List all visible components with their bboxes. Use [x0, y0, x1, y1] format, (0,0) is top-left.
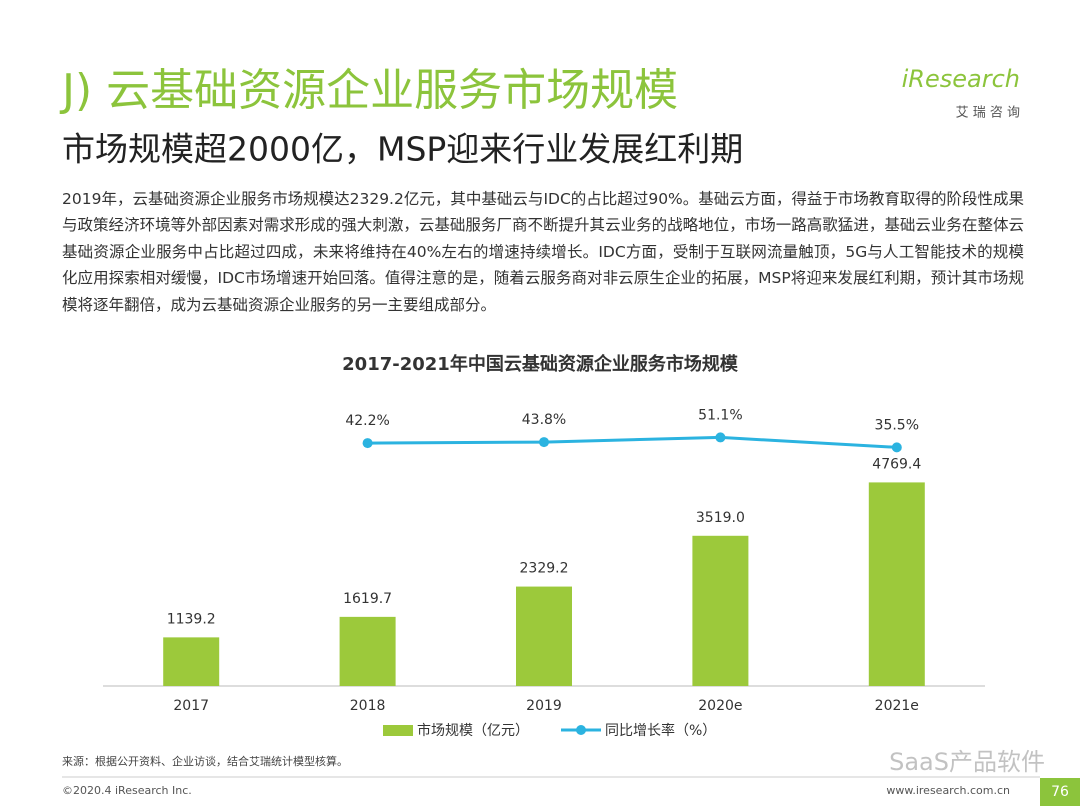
data-label: 51.1% — [698, 407, 742, 423]
chart-title: 2017-2021年中国云基础资源企业服务市场规模 — [342, 353, 739, 375]
bar — [692, 535, 749, 686]
data-label: 35.5% — [875, 417, 919, 433]
page-number: 76 — [1051, 784, 1069, 800]
body-text: 2019年，云基础资源企业服务市场规模达2329.2亿元，其中基础云与IDC的占… — [62, 190, 1024, 314]
data-label: 43.8% — [522, 412, 566, 428]
point — [362, 438, 373, 449]
bar — [163, 637, 220, 686]
data-label: 42.2% — [345, 413, 389, 429]
legend-swatch — [383, 725, 413, 736]
copyright: ©2020.4 iResearch Inc. — [62, 784, 192, 797]
data-label: 3519.0 — [696, 510, 745, 526]
logo-sub: 艾 瑞 咨 询 — [956, 106, 1020, 121]
bar — [339, 616, 396, 686]
data-label: 1619.7 — [343, 591, 392, 607]
point — [715, 432, 726, 443]
watermark: SaaS产品软件 — [889, 748, 1045, 776]
bar — [516, 586, 572, 686]
x-tick-label: 2021e — [875, 698, 919, 714]
slide-subtitle: 市场规模超2000亿，MSP迎来行业发展红利期 — [62, 130, 743, 169]
point — [891, 442, 902, 453]
x-tick-label: 2020e — [698, 698, 742, 714]
data-label: 2329.2 — [520, 561, 569, 577]
source: 来源：根据公开资料、企业访谈，结合艾瑞统计模型核算。 — [62, 754, 348, 768]
legend-label: 同比增长率（%） — [605, 722, 716, 739]
line — [367, 435, 897, 449]
slide-title: J) 云基础资源企业服务市场规模 — [59, 65, 678, 116]
data-label: 4769.4 — [872, 456, 921, 472]
x-tick-label: 2019 — [526, 698, 562, 714]
url: www.iresearch.com.cn — [886, 784, 1010, 797]
bar — [868, 482, 925, 686]
x-tick-label: 2018 — [350, 698, 386, 714]
legend-swatch — [576, 725, 586, 735]
page-box — [1040, 778, 1080, 806]
data-label: 1139.2 — [167, 611, 216, 627]
legend-label: 市场规模（亿元） — [417, 722, 529, 739]
logo: iResearch — [902, 65, 1020, 93]
x-tick-label: 2017 — [173, 698, 209, 714]
point — [539, 437, 549, 448]
